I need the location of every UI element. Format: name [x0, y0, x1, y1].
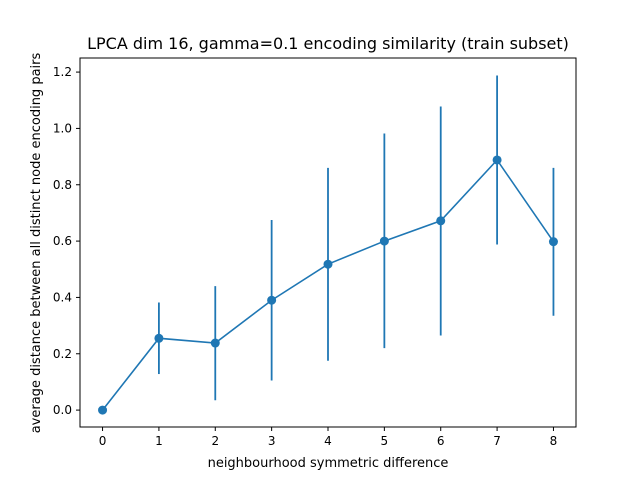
x-tick-label: 7 — [493, 434, 501, 448]
x-tick-label: 6 — [437, 434, 445, 448]
x-tick-label: 4 — [324, 434, 332, 448]
y-tick-label: 0.6 — [53, 234, 72, 248]
y-tick-label: 0.4 — [53, 290, 72, 304]
x-tick-label: 0 — [99, 434, 107, 448]
y-tick-label: 0.0 — [53, 403, 72, 417]
data-point — [98, 405, 108, 415]
y-tick-label: 1.2 — [53, 65, 72, 79]
x-tick-label: 1 — [155, 434, 163, 448]
x-tick-label: 8 — [550, 434, 558, 448]
data-point — [548, 237, 558, 247]
chart-title: LPCA dim 16, gamma=0.1 encoding similari… — [87, 34, 569, 53]
plot-area: 0 1 2 3 4 5 6 7 8 0.0 0.2 0.4 0.6 0.8 1.0 1.2 — [53, 57, 577, 448]
data-point — [436, 216, 446, 226]
data-point — [492, 155, 502, 165]
x-tick-label: 2 — [211, 434, 219, 448]
data-point — [154, 333, 164, 343]
data-point — [267, 295, 277, 305]
y-tick-label: 0.2 — [53, 347, 72, 361]
y-tick-label: 1.0 — [53, 121, 72, 135]
y-tick-label: 0.8 — [53, 178, 72, 192]
data-point — [379, 236, 389, 246]
x-axis-label: neighbourhood symmetric difference — [208, 456, 449, 471]
x-tick-label: 3 — [268, 434, 276, 448]
data-point — [210, 338, 220, 348]
data-point — [323, 259, 333, 269]
y-axis-label: average distance between all distinct no… — [29, 53, 44, 434]
x-tick-label: 5 — [381, 434, 389, 448]
